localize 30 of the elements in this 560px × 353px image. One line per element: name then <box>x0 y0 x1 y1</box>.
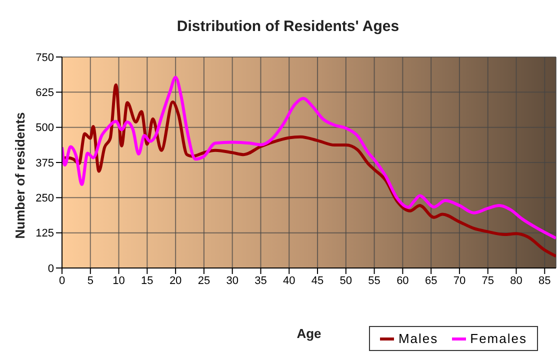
x-tick-label: 0 <box>58 274 66 287</box>
x-tick-label: 10 <box>112 274 125 287</box>
x-tick-label: 70 <box>453 274 466 287</box>
y-tick-label: 750 <box>36 52 54 64</box>
x-tick-label: 45 <box>311 274 324 287</box>
x-tick-label: 40 <box>283 274 296 287</box>
x-tick-label: 5 <box>87 274 94 287</box>
y-axis-title: Number of residents <box>12 112 28 238</box>
y-tick-label: 0 <box>48 262 54 275</box>
x-tick-label: 55 <box>368 274 380 287</box>
legend-label: Males <box>398 331 438 346</box>
x-tick-label: 35 <box>254 274 267 287</box>
chart-title: Distribution of Residents' Ages <box>176 18 400 35</box>
x-tick-label: 85 <box>538 274 551 287</box>
y-tick-label: 250 <box>36 192 54 205</box>
x-tick-label: 15 <box>141 274 154 287</box>
x-tick-label: 20 <box>169 274 182 287</box>
x-axis-title: Age <box>296 326 322 341</box>
legend-label: Females <box>470 331 527 346</box>
y-tick-label: 625 <box>36 87 54 100</box>
y-tick-label: 375 <box>36 157 54 170</box>
x-tick-label: 60 <box>396 274 409 287</box>
x-tick-label: 50 <box>340 274 352 287</box>
x-tick-label: 30 <box>226 274 238 287</box>
x-tick-label: 80 <box>510 274 522 287</box>
x-tick-label: 65 <box>424 274 438 287</box>
y-tick-label: 125 <box>36 228 54 240</box>
x-tick-label: 75 <box>482 274 494 287</box>
y-tick-label: 500 <box>36 122 54 134</box>
x-tick-label: 25 <box>198 274 210 287</box>
